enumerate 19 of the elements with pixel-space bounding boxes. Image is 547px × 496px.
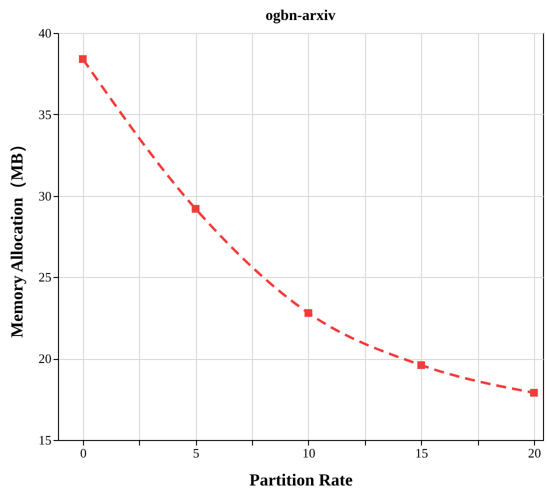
y-tick-label: 15 xyxy=(38,432,52,448)
point xyxy=(304,309,312,317)
point xyxy=(530,388,538,397)
x-axis-title: Partition Rate xyxy=(249,470,354,490)
chart-title: ogbn-arxiv xyxy=(265,8,336,24)
y-tick-label: 30 xyxy=(38,188,52,204)
y-tick-label: 25 xyxy=(38,270,52,285)
x-tick-label: 10 xyxy=(302,446,316,460)
x-tick-label: 0 xyxy=(80,446,87,460)
y-tick-label: 35 xyxy=(38,106,52,122)
y-tick-label: 20 xyxy=(38,351,52,366)
point xyxy=(192,204,200,213)
x-tick-label: 5 xyxy=(192,446,200,460)
x-tick-label: 15 xyxy=(415,446,428,460)
y-axis-title: Memory Allocation（MB） xyxy=(8,136,26,338)
point xyxy=(417,361,426,369)
point xyxy=(78,55,87,63)
x-tick-label: 20 xyxy=(528,446,541,460)
y-tick-label: 40 xyxy=(38,26,52,40)
